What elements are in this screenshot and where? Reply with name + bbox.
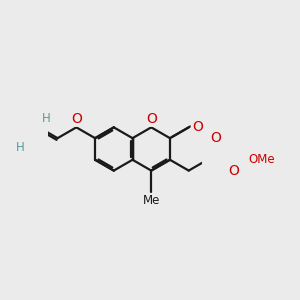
Text: Me: Me	[142, 194, 160, 207]
Text: O: O	[71, 112, 82, 126]
Text: O: O	[211, 131, 221, 145]
Text: O: O	[229, 164, 240, 178]
Text: H: H	[42, 112, 51, 125]
Text: H: H	[16, 141, 25, 154]
Text: OMe: OMe	[248, 153, 275, 166]
Text: O: O	[192, 120, 203, 134]
Text: O: O	[146, 112, 157, 126]
